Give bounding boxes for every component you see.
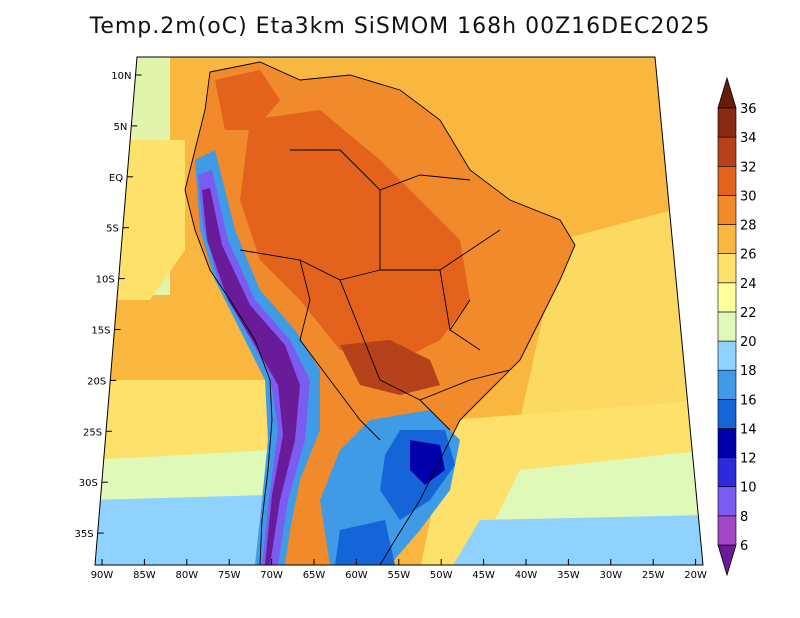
map-frame bbox=[94, 56, 704, 566]
colorbar-bin bbox=[717, 165, 737, 196]
colorbar-label: 24 bbox=[740, 277, 757, 292]
colorbar-bin bbox=[717, 340, 737, 371]
colorbar-label: 32 bbox=[740, 160, 757, 175]
colorbar-bin bbox=[717, 515, 737, 546]
map-title: Temp.2m(oC) Eta3km SiSMOM 168h 00Z16DEC2… bbox=[89, 14, 711, 39]
colorbar-label: 26 bbox=[740, 248, 757, 263]
colorbar-bin bbox=[717, 195, 737, 225]
lon-tick-label: 40W bbox=[515, 570, 538, 581]
lat-tick-label: 35S bbox=[75, 529, 94, 540]
lon-tick-label: 65W bbox=[303, 570, 326, 581]
colorbar-label: 30 bbox=[740, 189, 757, 204]
lon-tick-label: 20W bbox=[684, 570, 707, 581]
internal-states bbox=[339, 190, 511, 401]
pampas-cold bbox=[410, 440, 445, 485]
borders bbox=[184, 61, 576, 566]
lon-tick-label: 80W bbox=[175, 570, 198, 581]
pacific-far-south bbox=[95, 495, 270, 565]
longitude-axis: 90W 85W 80W 75W 70W 65W 60W 55W 50W 45W 40W 35W 30W 2… bbox=[91, 559, 707, 581]
lat-tick-label: 10S bbox=[96, 275, 115, 286]
map-field bbox=[95, 57, 703, 565]
colorbar-min-triangle bbox=[717, 544, 737, 577]
lat-tick-label: 20S bbox=[87, 376, 106, 387]
colorbar-bin bbox=[717, 311, 737, 342]
la-plata-cool bbox=[335, 520, 395, 565]
lat-tick-label: 5N bbox=[113, 122, 127, 133]
colorbar-max-triangle bbox=[717, 76, 737, 109]
lat-tick-label: 10N bbox=[111, 71, 131, 82]
colorbar-label: 22 bbox=[740, 306, 757, 321]
coastline bbox=[209, 61, 576, 566]
colorbar-label: 8 bbox=[740, 510, 748, 525]
colorbar-bin bbox=[717, 282, 737, 313]
lon-tick-label: 50W bbox=[430, 570, 453, 581]
colorbar-label: 34 bbox=[740, 131, 757, 146]
lon-tick-label: 55W bbox=[387, 570, 410, 581]
colorbar-bin bbox=[717, 369, 737, 400]
atlantic-far-south bbox=[450, 515, 703, 565]
colorbar-bin bbox=[717, 136, 737, 167]
amazon-hot-core bbox=[240, 110, 470, 360]
latitude-axis: 10N 5N EQ 5S 10S 15S 20S 25S 30S 35S bbox=[75, 71, 142, 540]
colorbar-bin bbox=[717, 253, 737, 284]
colorbar-bin bbox=[717, 399, 737, 429]
pacific-south-mid bbox=[95, 380, 270, 470]
colorbar-label: 16 bbox=[740, 393, 757, 408]
lon-tick-label: 90W bbox=[91, 570, 114, 581]
lat-tick-label: 5S bbox=[106, 224, 119, 235]
lon-tick-label: 25W bbox=[642, 570, 665, 581]
colorbar-label: 10 bbox=[740, 481, 757, 496]
lat-tick-label: 25S bbox=[83, 427, 102, 438]
colorbar-label: 6 bbox=[740, 539, 748, 554]
colorbar-label: 14 bbox=[740, 422, 757, 437]
west-coastline bbox=[184, 71, 273, 566]
lon-tick-label: 30W bbox=[599, 570, 622, 581]
lon-tick-label: 60W bbox=[345, 570, 368, 581]
colorbar-bin bbox=[717, 486, 737, 517]
colorbar-bin bbox=[717, 457, 737, 488]
colorbar-label: 28 bbox=[740, 219, 757, 234]
lon-tick-label: 35W bbox=[557, 570, 580, 581]
andes-high bbox=[202, 188, 300, 565]
colorbar-bin bbox=[717, 428, 737, 458]
colorbar-label: 12 bbox=[740, 452, 757, 467]
lon-tick-label: 85W bbox=[133, 570, 156, 581]
lon-tick-label: 70W bbox=[260, 570, 283, 581]
northwest-hot bbox=[215, 70, 280, 130]
colorbar-label: 36 bbox=[740, 102, 757, 117]
lon-tick-label: 75W bbox=[218, 570, 241, 581]
colorbar-label: 20 bbox=[740, 335, 757, 350]
lat-tick-label: 15S bbox=[91, 326, 110, 337]
colorbar: 6 8 10 12 14 16 18 20 22 24 26 28 30 32 34 36 bbox=[717, 76, 757, 577]
colorbar-label: 18 bbox=[740, 364, 757, 379]
lat-tick-label: EQ bbox=[109, 173, 123, 184]
lat-tick-label: 30S bbox=[79, 478, 98, 489]
colorbar-bin bbox=[717, 224, 737, 254]
pantanal-max-heat bbox=[340, 340, 440, 395]
colorbar-bin bbox=[717, 107, 737, 138]
lon-tick-label: 45W bbox=[472, 570, 495, 581]
